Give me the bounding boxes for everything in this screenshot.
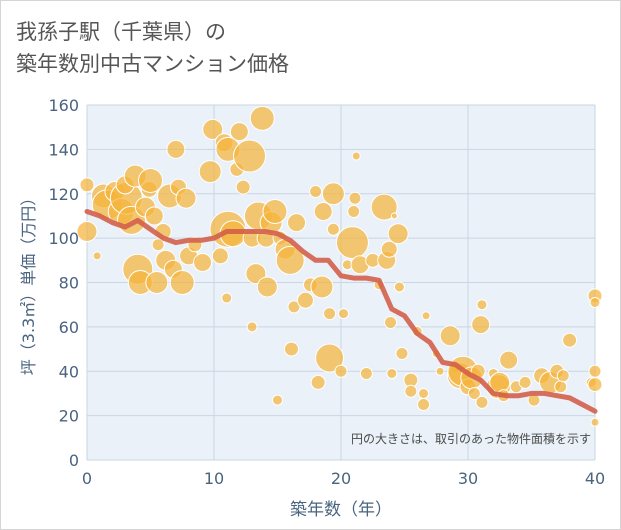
bubble-point — [439, 325, 461, 347]
bubble-point — [275, 245, 305, 275]
bubble-point — [556, 369, 570, 383]
bubble-point — [475, 395, 489, 409]
bubble-point — [245, 263, 267, 285]
x-tick-label: 10 — [204, 469, 224, 488]
bubble-point — [198, 160, 222, 184]
bubble-point — [351, 151, 361, 161]
bubble-size-note: 円の大きさは、取引のあった物件面積を示す — [351, 431, 591, 446]
y-axis-label: 坪（3.3㎡）単価（万円） — [19, 190, 38, 375]
x-tick-label: 40 — [585, 469, 605, 488]
bubble-point — [79, 177, 95, 193]
bubble-point — [335, 226, 369, 260]
bubble-point — [404, 384, 418, 398]
x-tick-label: 30 — [458, 469, 478, 488]
bubble-point — [562, 332, 578, 348]
bubble-point — [393, 281, 405, 293]
bubble-point — [387, 223, 409, 245]
y-tick-label: 160 — [48, 96, 79, 115]
bubble-point — [518, 375, 532, 389]
bubble-point — [262, 199, 288, 224]
bubble-point — [310, 374, 326, 390]
bubble-point — [144, 206, 164, 226]
bubble-point — [417, 398, 431, 412]
bubble-point — [166, 139, 186, 159]
bubble-point — [499, 350, 519, 370]
bubble-point — [347, 205, 361, 218]
bubble-point — [384, 315, 398, 329]
title-line-1: 我孫子駅（千葉県）の — [16, 20, 226, 44]
bubble-point — [296, 291, 314, 309]
bubble-point — [211, 247, 229, 265]
bubble-point — [334, 364, 348, 378]
bubble-point — [588, 364, 602, 378]
bubble-point — [418, 387, 430, 399]
x-axis-label: 築年数（年） — [290, 500, 392, 520]
y-tick-label: 60 — [59, 318, 79, 337]
bubble-point — [249, 105, 275, 131]
bubble-point — [221, 292, 233, 304]
bubble-point — [256, 276, 278, 298]
bubble-point — [313, 202, 333, 221]
bubble-point — [589, 296, 601, 308]
bubble-point — [310, 275, 334, 299]
bubble-point — [315, 343, 345, 373]
x-tick-label: 20 — [331, 469, 351, 488]
y-tick-label: 100 — [48, 229, 79, 248]
bubble-point — [175, 187, 197, 209]
bubble-point — [476, 299, 488, 311]
bubble-point — [348, 191, 362, 205]
bubble-point — [326, 222, 340, 236]
y-tick-label: 40 — [59, 362, 79, 381]
chart-title: 我孫子駅（千葉県）の 築年数別中古マンション価格 — [16, 16, 289, 80]
bubble-point — [287, 213, 307, 233]
bubble-point — [246, 321, 258, 333]
bubble-point — [76, 220, 98, 242]
bubble-point — [380, 240, 398, 258]
trend-line — [84, 209, 598, 414]
bubble-point — [467, 386, 481, 400]
bubble-point — [421, 311, 431, 321]
bubble-point — [390, 212, 398, 220]
bubble-point — [92, 251, 102, 261]
bubble-point — [145, 271, 169, 294]
bubble-point — [323, 307, 337, 321]
bubble-point — [395, 347, 409, 360]
bubble-point — [233, 139, 267, 173]
y-tick-label: 140 — [48, 140, 79, 159]
bubble-point — [587, 377, 603, 393]
y-tick-label: 20 — [59, 407, 79, 426]
title-line-2: 築年数別中古マンション価格 — [16, 52, 289, 76]
y-tick-label: 120 — [48, 185, 79, 204]
bubble-point — [370, 193, 398, 221]
bubble-point — [554, 380, 568, 394]
bubble-point — [138, 167, 163, 193]
bubble-point — [590, 417, 600, 427]
bubble-point — [359, 366, 373, 380]
bubble-point — [202, 118, 224, 140]
bubble-point — [151, 238, 165, 252]
axis-ticks: 0 20 40 60 80 100 120 140 160 0 10 20 30 40 — [48, 96, 605, 488]
bubble-point — [321, 182, 345, 206]
bubble-point — [309, 185, 323, 199]
bubble-point — [272, 394, 283, 406]
x-tick-label: 0 — [82, 469, 92, 488]
y-tick-label: 80 — [59, 274, 79, 293]
y-tick-label: 0 — [69, 451, 79, 470]
bubble-point — [235, 179, 251, 195]
bubble-point — [338, 308, 350, 320]
bubble-point — [435, 366, 445, 376]
bubble-point — [287, 300, 301, 314]
bubble-point — [283, 341, 299, 357]
bubble-point — [386, 367, 398, 379]
bubble-point — [193, 253, 213, 273]
bubble-point — [169, 270, 195, 295]
bubble-point — [471, 315, 491, 335]
bubble-point — [229, 122, 249, 142]
